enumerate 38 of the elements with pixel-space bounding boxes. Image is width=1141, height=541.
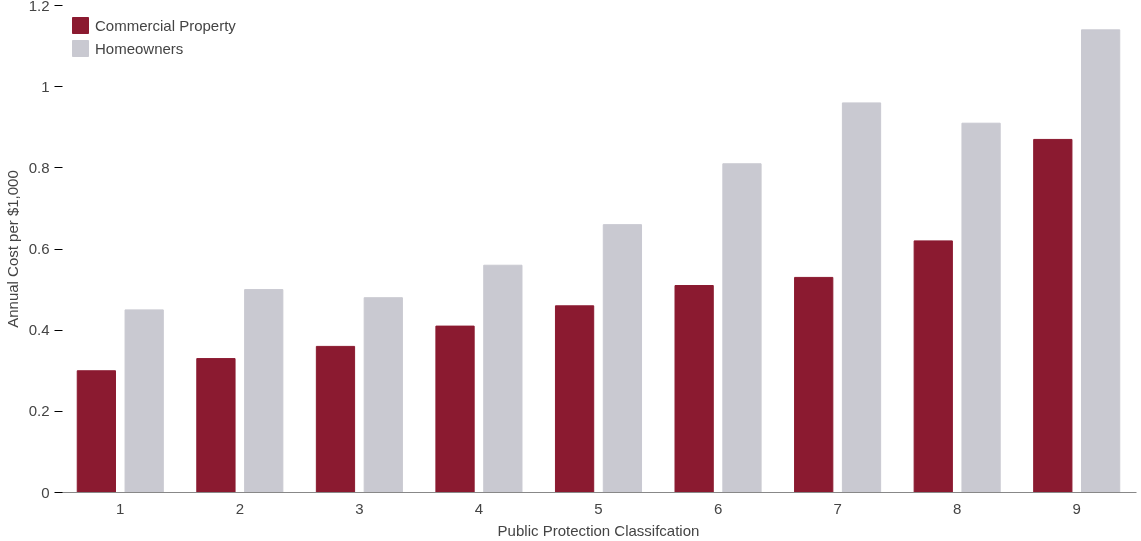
y-tick-label: 0 xyxy=(41,483,50,501)
x-tick-label: 6 xyxy=(713,499,723,517)
bar xyxy=(794,276,834,493)
bar xyxy=(841,102,882,493)
bar xyxy=(913,240,953,493)
legend-label: Homeowners xyxy=(95,39,184,57)
legend-label: Commercial Property xyxy=(95,16,236,34)
x-tick-label: 7 xyxy=(833,499,842,517)
x-tick-label: 2 xyxy=(235,499,245,517)
bar xyxy=(315,345,356,493)
bar xyxy=(602,224,643,493)
bar xyxy=(554,305,595,493)
bar xyxy=(363,297,403,493)
y-tick-label: 0.6 xyxy=(28,240,50,257)
bar xyxy=(961,122,1001,493)
x-tick-label: 1 xyxy=(116,499,125,517)
x-tick-label: 9 xyxy=(1072,499,1081,517)
x-tick-label: 8 xyxy=(953,499,962,517)
bar xyxy=(196,358,236,493)
y-tick-label: 1 xyxy=(41,77,50,95)
bar xyxy=(76,370,116,493)
bar xyxy=(722,163,762,493)
y-tick-label: 0.2 xyxy=(28,402,50,420)
bar xyxy=(1081,29,1121,493)
y-axis-title: Annual Cost per $1,000 xyxy=(3,170,21,328)
y-tick-label: 0.8 xyxy=(28,158,50,176)
x-tick-label: 4 xyxy=(474,499,484,517)
y-tick-label: 1.2 xyxy=(28,0,50,14)
bar xyxy=(1033,138,1073,493)
y-tick-label: 0.4 xyxy=(28,321,50,339)
bar xyxy=(124,309,164,493)
bar xyxy=(674,285,714,493)
bar xyxy=(244,289,284,493)
bar xyxy=(483,264,523,493)
bar xyxy=(435,325,475,493)
x-tick-label: 5 xyxy=(594,499,603,517)
x-tick-label: 3 xyxy=(355,499,364,517)
x-axis-title: Public Protection Classifcation xyxy=(497,521,700,539)
